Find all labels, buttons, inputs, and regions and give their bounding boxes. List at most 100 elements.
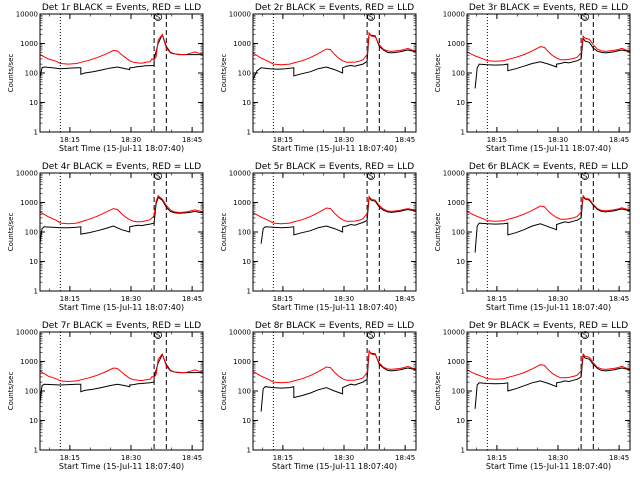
- y-axis-label: Counts/sec: [7, 372, 15, 411]
- corner-marker-label: S: [156, 173, 161, 181]
- y-tick-label: 10000: [229, 170, 251, 178]
- plot-frame: [466, 331, 631, 451]
- x-axis-label: Start Time (15-Jul-11 18:07:40): [486, 462, 611, 471]
- x-tick-label: 18:15: [60, 295, 80, 303]
- x-axis-label: Start Time (15-Jul-11 18:07:40): [59, 303, 184, 312]
- x-tick-label: 18:15: [487, 295, 507, 303]
- corner-marker-label: S: [369, 173, 374, 181]
- x-tick-label: 18:45: [395, 295, 415, 303]
- y-tick-label: 1: [247, 447, 251, 455]
- x-tick-label: 18:45: [609, 295, 629, 303]
- y-tick-label: 10: [456, 417, 465, 425]
- x-tick-label: 18:45: [395, 454, 415, 462]
- y-tick-label: 1000: [233, 40, 251, 48]
- y-tick-label: 100: [238, 229, 251, 237]
- corner-marker-circle: [367, 13, 376, 21]
- corner-marker-circle: [367, 172, 376, 180]
- series-events-line: [260, 195, 417, 244]
- y-tick-label: 1000: [20, 358, 38, 366]
- y-tick-label: 10: [242, 99, 251, 107]
- y-tick-label: 10: [29, 99, 38, 107]
- plot-frame: [39, 13, 204, 133]
- x-tick-label: 18:15: [273, 136, 293, 144]
- panel-title: Det 9r BLACK = Events, RED = LLD: [469, 321, 628, 331]
- series-lld-line: [39, 194, 204, 225]
- series-lld-line: [39, 352, 204, 383]
- y-tick-label: 10: [242, 258, 251, 266]
- x-axis-label: Start Time (15-Jul-11 18:07:40): [59, 144, 184, 153]
- x-tick-label: 18:15: [487, 454, 507, 462]
- series-events-line: [39, 353, 203, 403]
- y-tick-label: 1: [247, 129, 251, 137]
- corner-marker-label: S: [369, 332, 374, 340]
- panel-title: Det 6r BLACK = Events, RED = LLD: [469, 162, 628, 172]
- series-events-line: [474, 195, 631, 253]
- y-tick-label: 1: [461, 447, 465, 455]
- series-lld-line: [39, 33, 204, 65]
- y-tick-label: 1: [34, 288, 38, 296]
- y-tick-label: 1: [247, 288, 251, 296]
- panel-title: Det 1r BLACK = Events, RED = LLD: [42, 3, 201, 13]
- corner-marker-circle: [581, 172, 589, 180]
- x-tick-label: 18:45: [609, 136, 629, 144]
- y-tick-label: 10: [456, 258, 465, 266]
- y-axis-label: Counts/sec: [220, 372, 228, 411]
- x-tick-label: 18:30: [121, 136, 141, 144]
- y-tick-label: 10000: [443, 170, 465, 178]
- plot-frame: [252, 13, 417, 133]
- y-tick-label: 10: [29, 417, 38, 425]
- y-tick-label: 1000: [233, 358, 251, 366]
- x-tick-label: 18:15: [487, 136, 507, 144]
- x-axis-label: Start Time (15-Jul-11 18:07:40): [272, 303, 397, 312]
- x-tick-label: 18:45: [182, 136, 202, 144]
- y-tick-label: 1000: [233, 199, 251, 207]
- y-tick-label: 1000: [447, 358, 465, 366]
- y-tick-label: 100: [452, 70, 465, 78]
- y-axis-label: Counts/sec: [434, 213, 442, 252]
- y-tick-label: 1000: [20, 40, 38, 48]
- x-tick-label: 18:30: [548, 295, 568, 303]
- x-tick-label: 18:15: [60, 454, 80, 462]
- corner-marker-label: S: [583, 332, 588, 340]
- series-lld-line: [252, 349, 417, 384]
- y-tick-label: 100: [238, 388, 251, 396]
- corner-marker-label: S: [583, 14, 588, 22]
- x-axis-label: Start Time (15-Jul-11 18:07:40): [486, 144, 611, 153]
- series-events-line: [474, 354, 631, 409]
- y-tick-label: 10: [242, 417, 251, 425]
- series-events-line: [39, 196, 204, 244]
- y-axis-label: Counts/sec: [220, 213, 228, 252]
- y-tick-label: 1: [34, 447, 38, 455]
- panel-title: Det 7r BLACK = Events, RED = LLD: [42, 321, 201, 331]
- y-tick-label: 100: [25, 229, 38, 237]
- x-tick-label: 18:15: [273, 454, 293, 462]
- corner-marker-circle: [154, 172, 163, 180]
- x-tick-label: 18:30: [334, 454, 354, 462]
- corner-marker-label: S: [583, 173, 588, 181]
- plot-frame: [39, 172, 204, 292]
- y-tick-label: 100: [25, 70, 38, 78]
- x-axis-label: Start Time (15-Jul-11 18:07:40): [272, 144, 397, 153]
- y-tick-label: 1000: [20, 199, 38, 207]
- series-events-line: [474, 36, 631, 89]
- x-axis-label: Start Time (15-Jul-11 18:07:40): [486, 303, 611, 312]
- y-tick-label: 1000: [447, 40, 465, 48]
- plot-frame: [466, 172, 631, 292]
- panel-title: Det 5r BLACK = Events, RED = LLD: [255, 162, 414, 172]
- y-tick-label: 1: [461, 129, 465, 137]
- series-lld-line: [466, 194, 631, 222]
- y-tick-label: 1: [34, 129, 38, 137]
- x-tick-label: 18:30: [121, 454, 141, 462]
- y-axis-label: Counts/sec: [7, 213, 15, 252]
- y-axis-label: Counts/sec: [434, 372, 442, 411]
- x-tick-label: 18:30: [548, 454, 568, 462]
- y-tick-label: 10000: [443, 329, 465, 337]
- x-tick-label: 18:30: [334, 295, 354, 303]
- y-tick-label: 1: [461, 288, 465, 296]
